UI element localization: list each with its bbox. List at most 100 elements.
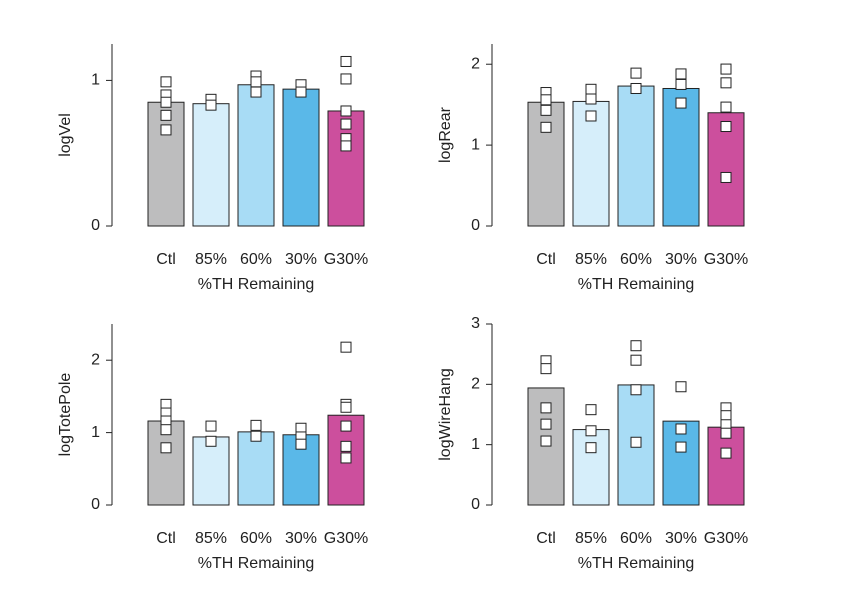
x-tick-label: 85%: [575, 251, 607, 268]
x-tick-label: 85%: [195, 251, 227, 268]
data-point: [160, 442, 172, 454]
data-point: [340, 452, 352, 464]
y-tick-label: 1: [91, 72, 100, 89]
data-point: [540, 94, 552, 106]
bar: [572, 429, 610, 506]
bar: [237, 84, 275, 227]
data-point: [250, 86, 262, 98]
data-point: [585, 442, 597, 454]
x-tick-label: Ctl: [536, 530, 556, 547]
data-point: [160, 96, 172, 108]
y-tick-label: 3: [471, 315, 480, 332]
bar: [327, 110, 365, 227]
data-point: [340, 140, 352, 152]
y-axis-label: logRear: [437, 106, 454, 163]
y-axis-label: logWireHang: [437, 368, 454, 460]
data-point: [720, 171, 732, 183]
y-tick-label: 1: [471, 136, 480, 153]
data-point: [585, 83, 597, 95]
y-axis-label: logTotePole: [57, 373, 74, 457]
x-tick-label: 60%: [620, 530, 652, 547]
x-tick-label: Ctl: [536, 251, 556, 268]
data-point: [720, 77, 732, 89]
y-tick-label: 1: [91, 424, 100, 441]
data-point: [630, 436, 642, 448]
data-point: [340, 401, 352, 413]
data-point: [340, 105, 352, 117]
bar: [192, 436, 230, 506]
data-point: [720, 427, 732, 439]
data-point: [160, 109, 172, 121]
x-tick-label: 30%: [285, 530, 317, 547]
x-tick-label: 30%: [665, 251, 697, 268]
x-tick-label: 30%: [285, 251, 317, 268]
data-point: [160, 76, 172, 88]
x-axis-label: %TH Remaining: [578, 555, 694, 572]
data-point: [675, 441, 687, 453]
data-point: [675, 97, 687, 109]
bar: [707, 426, 745, 506]
x-tick-label: G30%: [324, 251, 368, 268]
data-point: [295, 438, 307, 450]
data-point: [585, 404, 597, 416]
bar: [527, 101, 565, 227]
data-point: [205, 435, 217, 447]
data-point: [720, 410, 732, 422]
x-tick-label: Ctl: [156, 530, 176, 547]
x-tick-label: 60%: [240, 251, 272, 268]
data-point: [205, 99, 217, 111]
data-point: [630, 354, 642, 366]
data-point: [630, 82, 642, 94]
data-point: [585, 110, 597, 122]
y-tick-label: 0: [91, 496, 100, 513]
y-tick-label: 1: [471, 436, 480, 453]
data-point: [340, 118, 352, 130]
bar: [237, 431, 275, 506]
data-point: [540, 104, 552, 116]
bar: [572, 100, 610, 227]
data-point: [340, 341, 352, 353]
x-axis-label: %TH Remaining: [198, 555, 314, 572]
data-point: [675, 423, 687, 435]
data-point: [205, 420, 217, 432]
x-axis-label: %TH Remaining: [198, 276, 314, 293]
data-point: [250, 430, 262, 442]
y-axis-label: logVel: [57, 113, 74, 157]
bar: [662, 87, 700, 227]
x-tick-label: 85%: [195, 530, 227, 547]
y-tick-label: 2: [471, 376, 480, 393]
x-tick-label: 60%: [240, 530, 272, 547]
x-tick-label: 60%: [620, 251, 652, 268]
x-tick-label: G30%: [704, 530, 748, 547]
data-point: [585, 425, 597, 437]
data-point: [340, 73, 352, 85]
y-tick-label: 0: [471, 217, 480, 234]
data-point: [540, 418, 552, 430]
x-tick-label: G30%: [324, 530, 368, 547]
x-tick-label: 85%: [575, 530, 607, 547]
data-point: [540, 363, 552, 375]
data-point: [720, 121, 732, 133]
y-tick-label: 2: [91, 351, 100, 368]
y-tick-label: 0: [91, 217, 100, 234]
data-point: [340, 55, 352, 67]
bar: [282, 88, 320, 227]
y-tick-label: 2: [471, 55, 480, 72]
data-point: [540, 121, 552, 133]
bar: [662, 420, 700, 506]
data-point: [675, 68, 687, 80]
data-point: [340, 440, 352, 452]
bar: [147, 101, 185, 227]
data-point: [250, 419, 262, 431]
data-point: [540, 402, 552, 414]
data-point: [720, 101, 732, 113]
bar: [192, 103, 230, 227]
data-point: [675, 381, 687, 393]
data-point: [720, 63, 732, 75]
data-point: [720, 447, 732, 459]
data-point: [630, 67, 642, 79]
data-point: [585, 93, 597, 105]
data-point: [340, 420, 352, 432]
x-axis-label: %TH Remaining: [578, 276, 694, 293]
data-point: [630, 384, 642, 396]
